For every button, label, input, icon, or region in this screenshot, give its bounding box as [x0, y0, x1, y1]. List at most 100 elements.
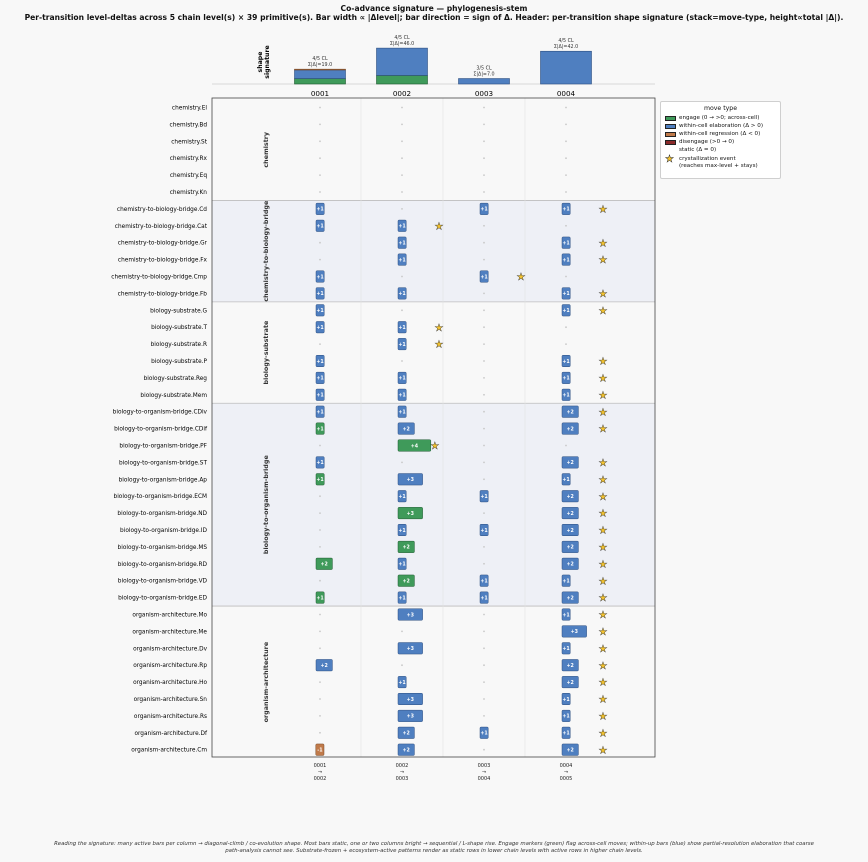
delta-bar [561, 236, 571, 249]
crystallization-star: ★ [599, 205, 608, 216]
delta-bar-label: +2 [567, 595, 574, 601]
header-transition-label: 0001 [311, 89, 329, 98]
delta-bar [315, 371, 325, 384]
crystallization-star: ★ [599, 661, 608, 672]
delta-bar [397, 642, 423, 655]
header-label: shape [257, 52, 264, 73]
footnote-line-1: Reading the signature: many active bars … [54, 841, 814, 847]
header-cl-label: 3/5 CL [476, 66, 492, 72]
delta-bar [561, 456, 579, 469]
delta-bar-label: +2 [321, 663, 328, 669]
delta-bar [397, 371, 407, 384]
delta-bar [561, 202, 571, 215]
header-sum-label: Σ|Δ|=19.0 [308, 62, 332, 68]
delta-bar-label: +2 [567, 426, 574, 432]
delta-bar-label: +2 [567, 511, 574, 517]
static-marker [565, 157, 567, 160]
header-sum-label: Σ|Δ|=7.0 [473, 72, 494, 78]
delta-bar-label: +2 [321, 562, 328, 568]
crystallization-star: ★ [599, 255, 608, 266]
crystallization-star: ★ [599, 357, 608, 368]
static-marker [483, 241, 485, 244]
row-label: organism-architecture.Rs [134, 714, 207, 720]
delta-bar [561, 355, 571, 367]
delta-bar-label: +1 [398, 562, 405, 568]
plot-frame [211, 97, 656, 758]
row-label: biology-to-organism-bridge.MS [118, 545, 208, 551]
static-marker [565, 275, 567, 278]
delta-bar-label: +1 [562, 697, 569, 703]
delta-bar [397, 524, 407, 536]
delta-bar-label: +1 [562, 291, 569, 297]
row-label: biology-substrate.P [151, 359, 207, 365]
delta-bar [397, 439, 432, 452]
delta-bar [397, 253, 407, 266]
delta-bar [479, 270, 489, 283]
delta-bar [561, 659, 579, 672]
delta-bar-label: +4 [411, 443, 419, 449]
header-transition-label: 0003 [475, 89, 493, 98]
row-label: biology-to-organism-bridge.CDiv [113, 410, 208, 416]
delta-bar [561, 743, 579, 756]
static-marker [483, 157, 485, 160]
row-label: chemistry-to-biology-bridge.Fb [118, 291, 208, 297]
row-label: chemistry-to-biology-bridge.Gr [118, 241, 208, 247]
delta-bar [479, 490, 489, 503]
legend-swatch [665, 140, 676, 145]
row-label: organism-architecture.Me [132, 629, 207, 635]
static-marker [483, 546, 485, 548]
delta-bar [561, 388, 571, 401]
delta-bar-label: +2 [567, 528, 574, 534]
static-marker [401, 309, 403, 312]
delta-bar-label: +1 [398, 224, 405, 230]
row-label: biology-substrate.G [150, 308, 207, 314]
static-marker [401, 123, 403, 126]
delta-bar-label: +1 [480, 595, 487, 601]
delta-bar [315, 270, 325, 283]
delta-bar-label: +2 [567, 410, 574, 416]
delta-bar [397, 591, 407, 604]
delta-bar [397, 490, 407, 503]
static-marker [483, 664, 485, 667]
crystallization-star: ★ [599, 509, 608, 520]
delta-bar [315, 422, 325, 435]
crystallization-star: ★ [599, 458, 608, 469]
header-cl-label: 4/5 CL [394, 35, 410, 41]
delta-bar [561, 405, 579, 418]
chart-title-block: Co-advance signature — phylogenesis-stem… [0, 4, 868, 22]
delta-bar-label: +1 [562, 241, 569, 247]
static-marker [401, 360, 403, 362]
row-label: biology-to-organism-bridge.ST [119, 460, 207, 466]
delta-bar-label: +1 [398, 257, 405, 263]
static-marker [483, 698, 485, 700]
row-label: organism-architecture.Cm [131, 748, 207, 754]
static-marker [319, 630, 321, 633]
legend-swatch [665, 116, 676, 121]
header-bar-within_down [294, 68, 346, 71]
delta-bar [479, 524, 489, 536]
static-marker [401, 461, 403, 464]
delta-bar [561, 287, 571, 300]
crystallization-star: ★ [599, 492, 608, 503]
static-marker [565, 123, 567, 126]
delta-bar-label: +1 [562, 376, 569, 382]
x-tick-label: 0005 [560, 776, 573, 782]
delta-bar-label: +1 [562, 612, 569, 618]
static-marker [483, 258, 485, 261]
static-marker [483, 174, 485, 177]
delta-bar [561, 371, 571, 384]
static-marker [319, 174, 321, 177]
crystallization-star: ★ [599, 526, 608, 537]
delta-bar-label: +3 [407, 697, 414, 703]
footnote: Reading the signature: many active bars … [0, 841, 868, 855]
header-transition-label: 0004 [557, 89, 576, 98]
x-tick-label: 0004 [560, 763, 573, 769]
delta-bar [397, 236, 407, 249]
static-marker [483, 191, 485, 193]
delta-bar-label: +1 [316, 291, 323, 297]
static-marker [565, 326, 567, 329]
delta-bar [397, 507, 423, 520]
row-label: biology-to-organism-bridge.ED [118, 596, 207, 602]
delta-bar-label: +2 [567, 460, 574, 466]
delta-bar-label: +3 [407, 477, 414, 483]
